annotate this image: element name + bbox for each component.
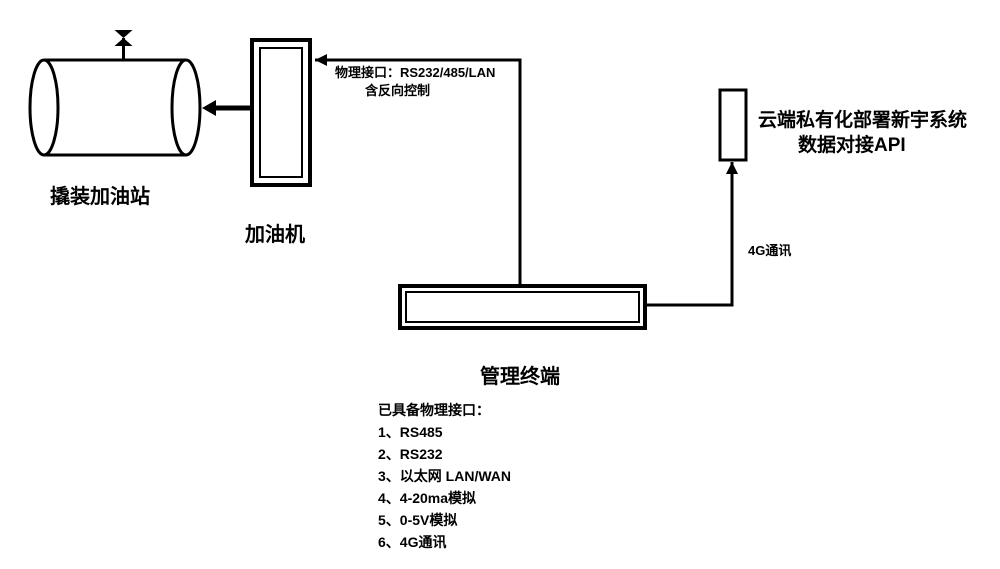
intf-item-1: 2、RS232 (378, 444, 443, 464)
phys-iface-line1: 物理接口：RS232/485/LAN (335, 62, 495, 81)
intf-item-4: 5、0-5V模拟 (378, 510, 457, 530)
comm-4g-label: 4G通讯 (748, 240, 791, 259)
phys-iface-line2: 含反向控制 (365, 80, 430, 99)
tank-label: 撬装加油站 (50, 180, 150, 209)
intf-item-3: 4、4-20ma模拟 (378, 488, 476, 508)
intf-title: 已具备物理接口： (378, 400, 490, 420)
intf-item-2: 3、以太网 LAN/WAN (378, 466, 511, 486)
intf-item-5: 6、4G通讯 (378, 532, 446, 552)
terminal-label: 管理终端 (480, 360, 560, 389)
intf-item-0: 1、RS485 (378, 422, 443, 442)
pump-label: 加油机 (245, 218, 305, 247)
cloud-label-1: 云端私有化部署新宇系统 (758, 105, 967, 132)
cloud-label-2: 数据对接API (798, 130, 906, 157)
